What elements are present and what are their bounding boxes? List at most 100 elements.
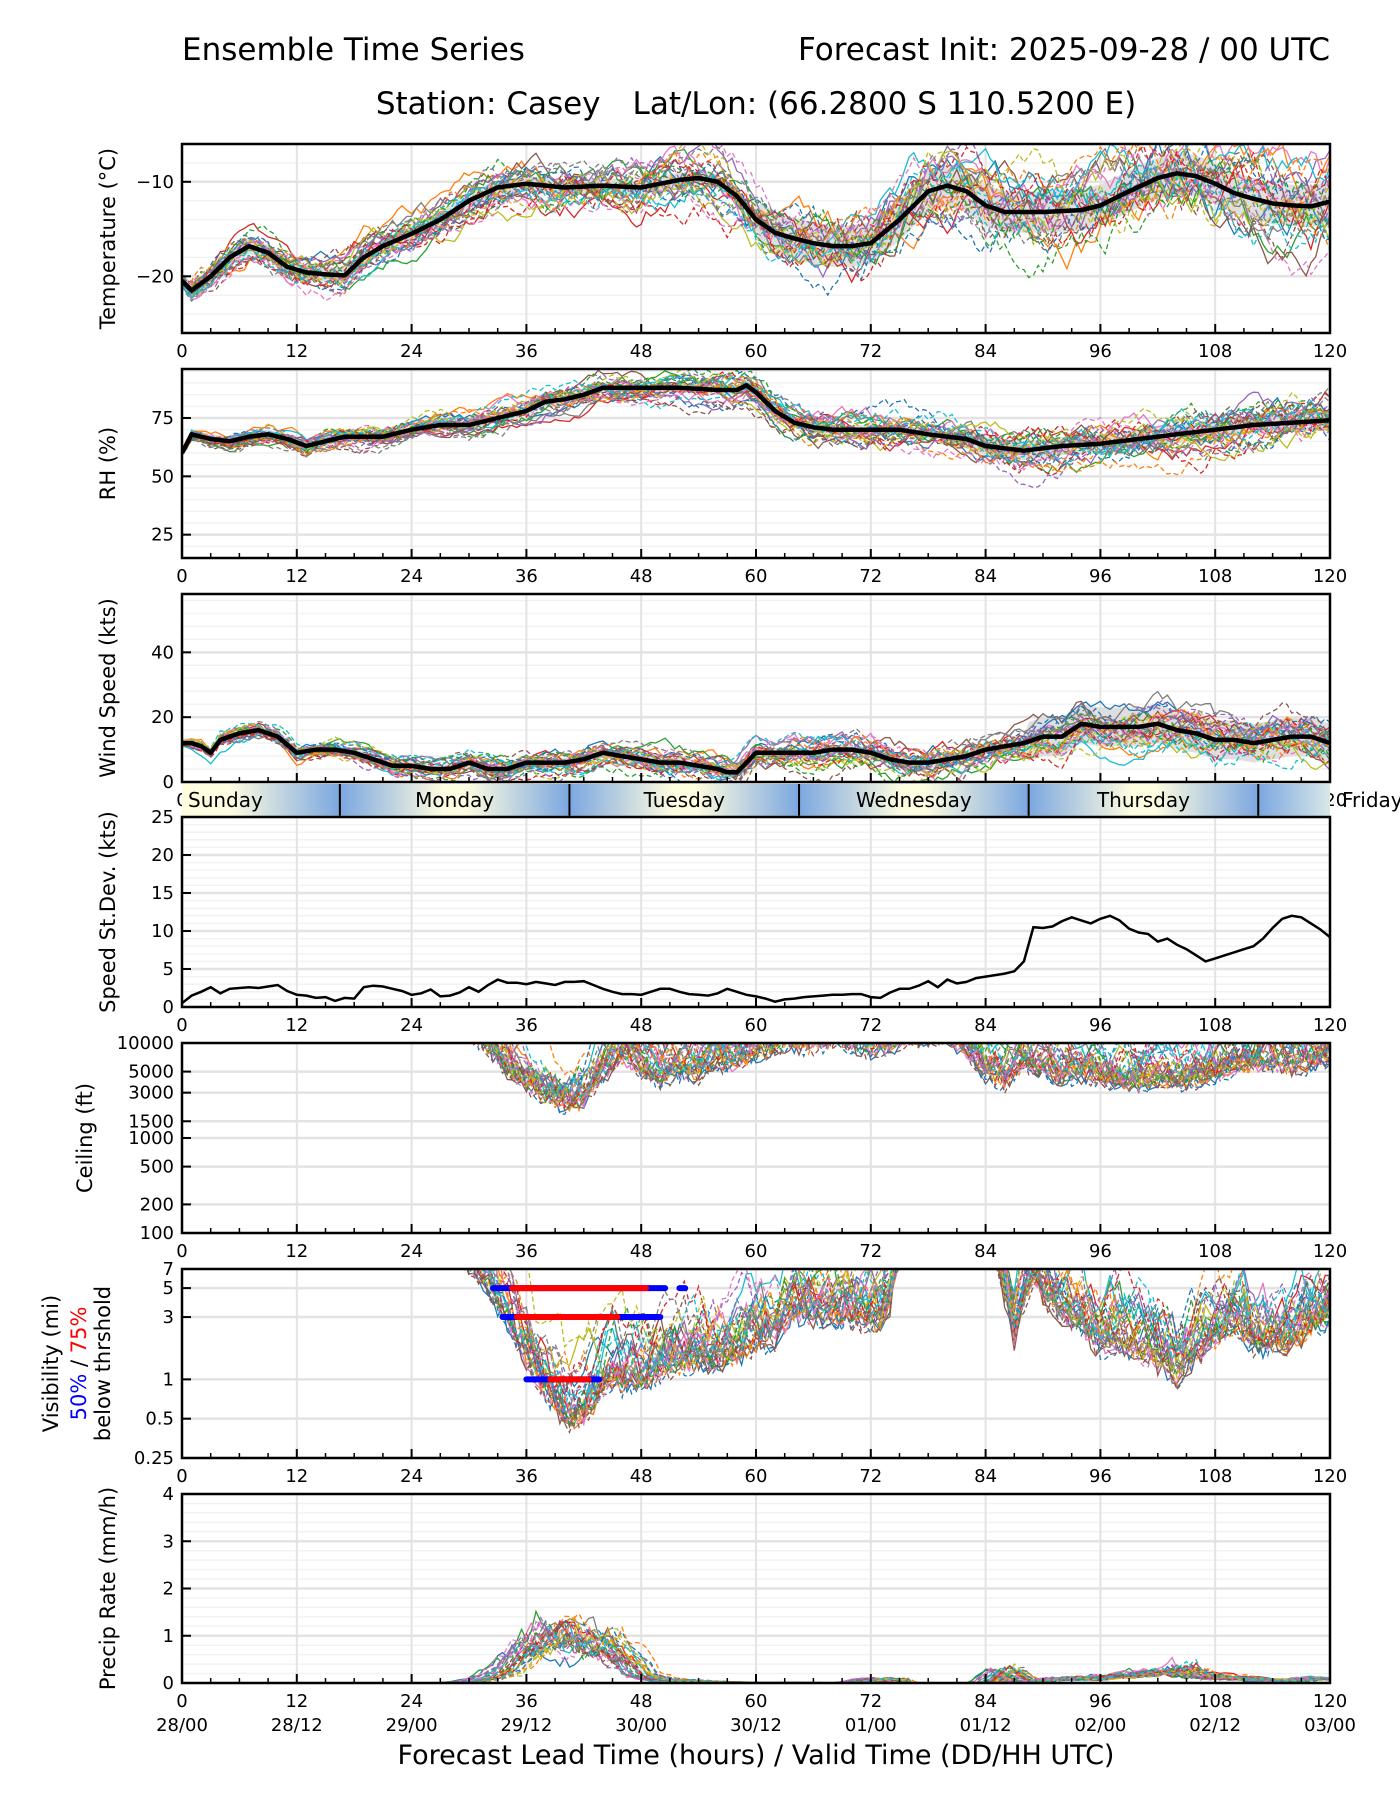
x-tick-label: 24 bbox=[400, 1691, 423, 1712]
ensemble-member-line bbox=[182, 699, 1330, 782]
x-tick-label: 120 bbox=[1313, 566, 1347, 587]
x-tick-label: 84 bbox=[974, 1466, 997, 1487]
x-tick-label: 12 bbox=[285, 566, 308, 587]
x-tick-label: 96 bbox=[1089, 1241, 1112, 1262]
x-tick-label: 120 bbox=[1313, 341, 1347, 362]
y-tick-label: 0.5 bbox=[145, 1409, 174, 1430]
ensemble-member-line bbox=[472, 1269, 1323, 1420]
series-group bbox=[182, 369, 1330, 489]
y-axis-label: Visibility (mi) bbox=[39, 1295, 63, 1432]
ensemble-member-line bbox=[488, 1269, 1330, 1413]
ensemble-member-line bbox=[466, 1269, 1330, 1435]
x-tick-label: 84 bbox=[974, 1015, 997, 1036]
y-axis-label: Precip Rate (mm/h) bbox=[96, 1487, 120, 1690]
y-tick-label: −20 bbox=[136, 266, 174, 287]
y-tick-label: 5 bbox=[163, 959, 174, 980]
x-tick-label: 0 bbox=[176, 1241, 187, 1262]
ensemble-member-line bbox=[182, 144, 1330, 303]
panel-visibility: 0.25 0.5 1 3 57 0 12 24 36 48 60 72 84 96 108 120 Visibi… bbox=[39, 1259, 1347, 1487]
x-valid-time-label: 02/12 bbox=[1189, 1715, 1241, 1736]
chart-title: Ensemble Time Series bbox=[182, 32, 525, 68]
series-group bbox=[182, 144, 1330, 303]
ensemble-member-line bbox=[504, 1043, 1292, 1094]
x-axis-label: Forecast Lead Time (hours) / Valid Time … bbox=[397, 1740, 1115, 1771]
x-valid-time-label: 28/12 bbox=[271, 1715, 323, 1736]
x-tick-label: 24 bbox=[400, 566, 423, 587]
x-tick-label: 96 bbox=[1089, 341, 1112, 362]
stdev-line bbox=[182, 914, 1330, 1005]
x-tick-label: 48 bbox=[630, 1466, 653, 1487]
ensemble-member-line bbox=[182, 386, 1330, 460]
y-tick-label: 3000 bbox=[128, 1083, 174, 1104]
y-axis-label: Wind Speed (kts) bbox=[96, 598, 120, 778]
ensemble-member-line bbox=[182, 378, 1330, 472]
ensemble-member-line bbox=[182, 158, 1330, 291]
ensemble-member-line bbox=[492, 1269, 1330, 1387]
panel-day-band: Sunday Monday Tuesday Wednesday Thursday Frid… bbox=[182, 784, 1400, 816]
x-tick-label: 108 bbox=[1198, 1466, 1232, 1487]
ensemble-member-line bbox=[182, 372, 1330, 463]
ensemble-member-line bbox=[182, 144, 1330, 285]
x-tick-label: 120 bbox=[1313, 1015, 1347, 1036]
y-tick-label: 25 bbox=[151, 525, 174, 546]
ensemble-member-line bbox=[182, 384, 1330, 467]
ensemble-member-line bbox=[182, 1631, 1330, 1683]
ensemble-member-line bbox=[491, 1269, 1330, 1413]
ensemble-member-line bbox=[491, 1269, 1330, 1410]
y-tick-label: 1 bbox=[163, 1369, 174, 1390]
x-valid-time-label: 28/00 bbox=[156, 1715, 208, 1736]
y-axis-label: Speed St.Dev. (kts) bbox=[96, 811, 120, 1013]
station-latlon: Lat/Lon: (66.2800 S 110.5200 E) bbox=[632, 86, 1137, 122]
forecast-init: Forecast Init: 2025-09-28 / 00 UTC bbox=[798, 32, 1330, 68]
x-tick-label: 48 bbox=[630, 1691, 653, 1712]
ensemble-member-line bbox=[182, 381, 1330, 462]
series-group bbox=[462, 1269, 1330, 1435]
x-tick-label: 108 bbox=[1198, 1015, 1232, 1036]
day-label: Monday bbox=[415, 788, 494, 812]
y-tick-label: 50 bbox=[151, 466, 174, 487]
y-tick-label: 75 bbox=[151, 408, 174, 429]
y-tick-label: 10 bbox=[151, 921, 174, 942]
ensemble-member-line bbox=[182, 159, 1330, 297]
x-tick-label: 36 bbox=[515, 1691, 538, 1712]
ensemble-member-line bbox=[490, 1043, 1330, 1110]
y-tick-label: 20 bbox=[151, 707, 174, 728]
y-tick-label: 4 bbox=[163, 1484, 174, 1505]
panel-speed-stdev: 0 5 10 15 20 25 0 12 24 36 48 60 72 84 96 108 120 Speed S… bbox=[96, 807, 1347, 1036]
ensemble-member-line bbox=[182, 702, 1330, 782]
ensemble-member-line bbox=[182, 144, 1330, 294]
day-label: Tuesday bbox=[643, 788, 726, 812]
ensemble-mean-line bbox=[182, 721, 1330, 775]
y-axis-sublabel: 50% / 75% bbox=[67, 1307, 91, 1421]
x-tick-label: 96 bbox=[1089, 1015, 1112, 1036]
ensemble-member-line bbox=[182, 144, 1330, 289]
x-tick-label: 12 bbox=[285, 1691, 308, 1712]
y-tick-label: 200 bbox=[140, 1194, 174, 1215]
ensemble-member-line bbox=[472, 1043, 1330, 1112]
x-tick-label: 60 bbox=[745, 1691, 768, 1712]
x-tick-label: 0 bbox=[176, 1015, 187, 1036]
x-tick-label: 60 bbox=[745, 566, 768, 587]
day-label: Thursday bbox=[1096, 788, 1190, 812]
x-tick-label: 120 bbox=[1313, 1466, 1347, 1487]
y-tick-label: 20 bbox=[151, 845, 174, 866]
x-tick-label: 36 bbox=[515, 341, 538, 362]
x-tick-label: 72 bbox=[859, 341, 882, 362]
y-tick-label: 5000 bbox=[128, 1062, 174, 1083]
x-tick-label: 72 bbox=[859, 1466, 882, 1487]
y-tick-label: 1500 bbox=[128, 1111, 174, 1132]
ensemble-member-line bbox=[182, 720, 1330, 780]
x-tick-label: 12 bbox=[285, 1015, 308, 1036]
ensemble-member-line bbox=[182, 710, 1330, 782]
x-valid-time-label: 02/00 bbox=[1074, 1715, 1126, 1736]
y-tick-label: 0 bbox=[163, 1673, 174, 1694]
x-tick-label: 96 bbox=[1089, 1691, 1112, 1712]
legend-75pct: 75% bbox=[67, 1307, 91, 1354]
day-label: Friday bbox=[1342, 788, 1400, 812]
ensemble-member-line bbox=[495, 1043, 1314, 1096]
x-tick-label: 108 bbox=[1198, 1241, 1232, 1262]
ensemble-mean-line bbox=[182, 383, 1330, 455]
panel-relative-humidity: 25 50 75 0 12 24 36 48 60 72 84 96 108 120 RH (%) bbox=[96, 367, 1347, 587]
